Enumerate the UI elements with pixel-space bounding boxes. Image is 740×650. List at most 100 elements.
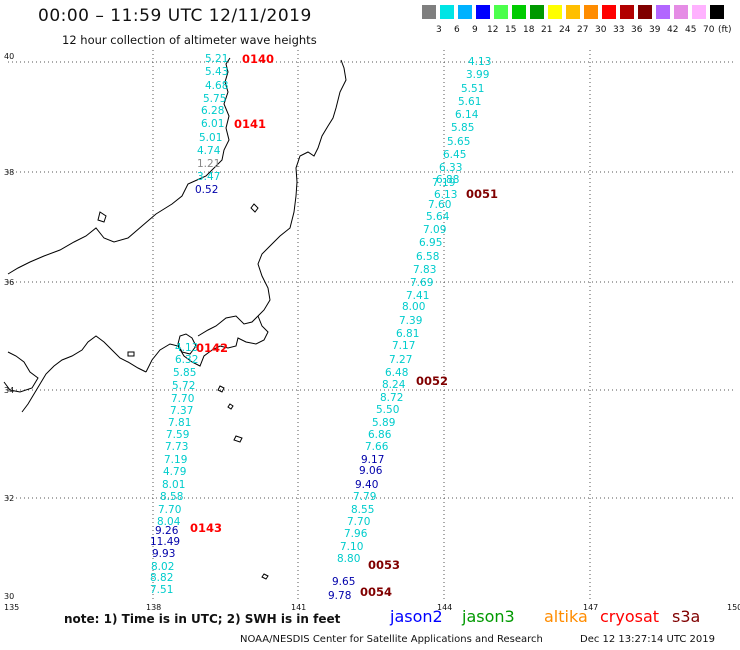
- wave-height-value: 5.43: [205, 66, 229, 78]
- latitude-label: 32: [4, 494, 15, 503]
- wave-height-value: 8.82: [150, 572, 174, 584]
- wave-height-value: 5.50: [376, 404, 400, 416]
- wave-height-value: 7.70: [171, 393, 195, 405]
- legend-swatch: [548, 5, 562, 19]
- wave-height-value: 7.59: [166, 429, 190, 441]
- lat-lon-grid: [8, 50, 735, 600]
- wave-height-value: 5.64: [426, 211, 450, 223]
- satellite-label: cryosat: [600, 607, 660, 626]
- legend-swatch: [710, 5, 724, 19]
- wave-height-value: 9.78: [328, 590, 352, 602]
- legend-label: 15: [505, 25, 517, 35]
- legend-label: 6: [454, 25, 460, 35]
- wave-height-value: 7.96: [344, 528, 368, 540]
- wave-height-value: 8.04: [157, 516, 181, 528]
- legend-label: 45: [685, 25, 697, 35]
- wave-height-value: 7.73: [165, 441, 189, 453]
- latitude-label: 34: [4, 386, 15, 395]
- legend-label: 42: [667, 25, 679, 35]
- wave-height-value: 6.86: [368, 429, 392, 441]
- coastline: [3, 57, 347, 580]
- legend-label: 18: [523, 25, 535, 35]
- legend-swatch: [494, 5, 508, 19]
- wave-height-value: 6.01: [201, 118, 225, 130]
- map-subtitle: 12 hour collection of altimeter wave hei…: [62, 33, 317, 47]
- coastline-kii: [21, 335, 147, 413]
- wave-height-value: 8.02: [151, 561, 175, 573]
- pass-time-label: 0143: [190, 521, 223, 535]
- latitude-label: 40: [4, 52, 15, 61]
- island-6: [261, 573, 269, 580]
- wave-height-value: 6.33: [439, 162, 463, 174]
- legend-swatch: [530, 5, 544, 19]
- pass-time-label: 0142: [196, 341, 229, 355]
- wave-height-value: 9.40: [355, 479, 379, 491]
- legend-swatch: [440, 5, 454, 19]
- wave-height-value: 5.85: [173, 367, 197, 379]
- wave-height-value: 7.79: [353, 491, 377, 503]
- coastline-shikoku: [3, 351, 39, 393]
- wave-height-value: 6.28: [201, 105, 225, 117]
- longitude-label: 147: [583, 603, 599, 612]
- wave-height-value: 7.70: [347, 516, 371, 528]
- wave-height-value: 7.66: [365, 441, 389, 453]
- coastline-kanto: [145, 315, 269, 373]
- legend-swatch: [458, 5, 472, 19]
- wave-height-value: 7.69: [410, 277, 434, 289]
- legend-label: 27: [577, 25, 589, 35]
- wave-height-value: 6.13: [434, 189, 458, 201]
- map-title: 00:00 – 11:59 UTC 12/11/2019: [38, 6, 312, 26]
- wave-height-value: 6.88: [436, 174, 460, 186]
- credit-line: NOAA/NESDIS Center for Satellite Applica…: [240, 634, 543, 645]
- satellite-label: jason2: [390, 607, 443, 626]
- legend-label: 24: [559, 25, 571, 35]
- legend-unit: (ft): [718, 25, 732, 35]
- wave-height-value: 6.81: [396, 328, 420, 340]
- wave-height-value: 8.00: [402, 301, 426, 313]
- latitude-label: 38: [4, 168, 15, 177]
- wave-height-value: 7.83: [413, 264, 437, 276]
- satellite-label: jason3: [462, 607, 515, 626]
- wave-height-value: 5.89: [372, 417, 396, 429]
- wave-height-value: 1.21: [197, 158, 221, 170]
- wave-height-value: 4.79: [163, 466, 187, 478]
- legend-swatch: [512, 5, 526, 19]
- legend-label: 3: [436, 25, 442, 35]
- legend-label: 70: [703, 25, 715, 35]
- legend-label: 39: [649, 25, 661, 35]
- wave-height-value: 9.65: [332, 576, 356, 588]
- island-3: [217, 385, 225, 393]
- pass-time-label: 0054: [360, 585, 393, 599]
- wave-height-value: 9.26: [155, 525, 179, 537]
- island-2: [250, 203, 259, 213]
- wave-height-value: 7.51: [150, 584, 174, 596]
- wave-height-value: 6.58: [416, 251, 440, 263]
- legend-swatch: [674, 5, 688, 19]
- wave-height-value: 7.81: [168, 417, 192, 429]
- legend-swatch: [584, 5, 598, 19]
- wave-height-value: 8.80: [337, 553, 361, 565]
- wave-height-value: 5.21: [205, 53, 229, 65]
- legend-label: 9: [472, 25, 478, 35]
- wave-height-value: 5.65: [447, 136, 471, 148]
- legend-swatch: [476, 5, 490, 19]
- wave-height-value: 8.72: [380, 392, 404, 404]
- wave-height-value: 4.74: [197, 145, 221, 157]
- island-1: [97, 211, 107, 223]
- wave-height-value: 7.39: [399, 315, 423, 327]
- wave-height-value: 8.58: [160, 491, 184, 503]
- wave-height-value: 11.49: [150, 536, 181, 548]
- wave-height-value: 3.47: [197, 171, 221, 183]
- coastline-hokkaido: [197, 59, 347, 337]
- legend-swatch: [692, 5, 706, 19]
- legend-swatch: [422, 5, 436, 19]
- wave-height-value: 6.14: [455, 109, 479, 121]
- wave-height-value: 5.51: [461, 83, 485, 95]
- island-5: [227, 403, 234, 410]
- legend-swatch: [620, 5, 634, 19]
- wave-height-value: 4.13: [175, 342, 199, 354]
- wave-height-value: 9.17: [361, 454, 385, 466]
- wave-height-value: 7.09: [423, 224, 447, 236]
- wave-height-value: 7.17: [392, 340, 416, 352]
